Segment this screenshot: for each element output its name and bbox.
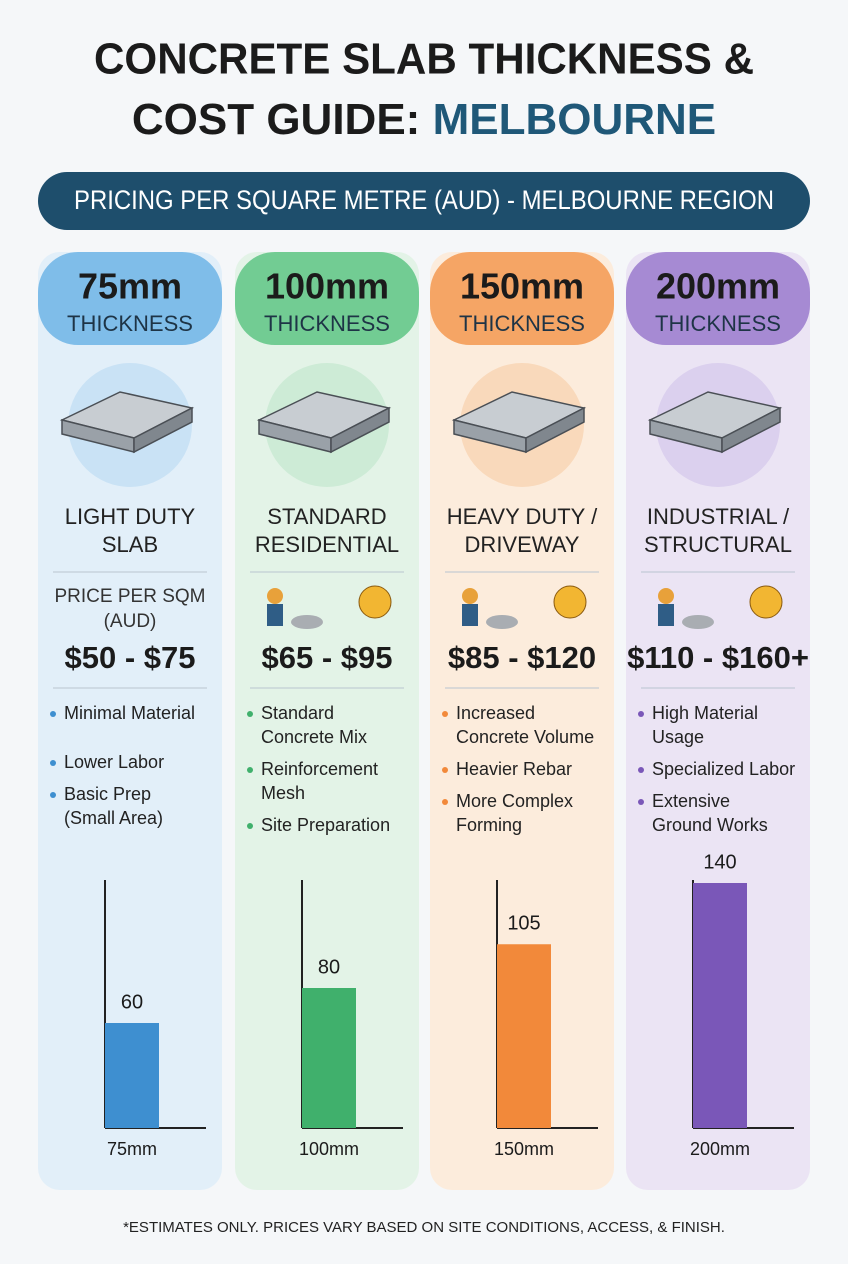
title-line: CONCRETE SLAB THICKNESS & — [94, 35, 754, 84]
worker-icon — [462, 588, 478, 604]
feature: Forming — [456, 815, 522, 835]
bullet — [50, 760, 56, 766]
feature: Site Preparation — [261, 815, 390, 835]
worker-icon — [267, 588, 283, 604]
bar-value: 140 — [703, 851, 736, 873]
slab-type: STRUCTURAL — [644, 532, 792, 557]
slab-icon-side — [133, 406, 193, 454]
feature: Minimal Material — [64, 703, 195, 723]
bullet — [442, 711, 448, 717]
feature: Standard — [261, 703, 334, 723]
mixer-icon — [358, 585, 392, 619]
slab-icon-side — [330, 406, 390, 454]
bar-category: 75mm — [107, 1139, 157, 1159]
bar-category: 200mm — [690, 1139, 750, 1159]
feature: Lower Labor — [64, 752, 164, 772]
bar-category: 150mm — [494, 1139, 554, 1159]
bar — [497, 944, 551, 1128]
feature: Reinforcement — [261, 759, 378, 779]
bullet — [638, 767, 644, 773]
slab-type: STANDARD — [267, 504, 386, 529]
feature: Concrete Volume — [456, 727, 594, 747]
slab-type: DRIVEWAY — [465, 532, 580, 557]
price-label: PRICE PER SQM — [55, 586, 206, 607]
column-header — [235, 252, 419, 345]
slab-type: INDUSTRIAL / — [647, 504, 790, 529]
bullet — [638, 799, 644, 805]
column-bg — [38, 252, 222, 1190]
bullet — [247, 711, 253, 717]
bullet — [638, 711, 644, 717]
feature: Mesh — [261, 783, 305, 803]
column-header — [626, 252, 810, 345]
bar-category: 100mm — [299, 1139, 359, 1159]
slab-type: RESIDENTIAL — [255, 532, 399, 557]
feature: (Small Area) — [64, 808, 163, 828]
feature: Usage — [652, 727, 704, 747]
thickness-label: THICKNESS — [459, 311, 585, 336]
price: $50 - $75 — [65, 640, 196, 675]
worker-icon — [658, 604, 674, 626]
bullet — [50, 711, 56, 717]
worker-icon — [658, 588, 674, 604]
thickness-label: THICKNESS — [264, 311, 390, 336]
worker-icon — [267, 604, 283, 626]
feature: Ground Works — [652, 815, 768, 835]
feature: Concrete Mix — [261, 727, 367, 747]
price-label: (AUD) — [104, 611, 157, 632]
bullet — [50, 792, 56, 798]
feature: Basic Prep — [64, 784, 151, 804]
thickness: 200mm — [656, 266, 780, 307]
bar — [302, 988, 356, 1128]
feature: Specialized Labor — [652, 759, 795, 779]
bullet — [247, 767, 253, 773]
title-part: COST GUIDE: — [132, 95, 420, 144]
feature: Extensive — [652, 791, 730, 811]
gravel-icon — [486, 615, 518, 629]
bar-value: 60 — [121, 991, 143, 1013]
feature: More Complex — [456, 791, 573, 811]
feature: Heavier Rebar — [456, 759, 572, 779]
title-line: COST GUIDE: MELBOURNE — [132, 95, 716, 144]
column-bg — [430, 252, 614, 1190]
bar-value: 105 — [507, 913, 540, 935]
column-bg — [626, 252, 810, 1190]
price: $110 - $160+ — [627, 640, 809, 675]
thickness-label: THICKNESS — [655, 311, 781, 336]
thickness: 75mm — [78, 266, 182, 307]
slab-type: LIGHT DUTY — [65, 504, 196, 529]
banner-bg — [38, 172, 810, 230]
column-header — [430, 252, 614, 345]
slab-icon-side — [525, 406, 585, 454]
column-header — [38, 252, 222, 345]
bar — [105, 1023, 159, 1128]
slab-type: SLAB — [102, 532, 158, 557]
price: $65 - $95 — [262, 640, 393, 675]
worker-icon — [462, 604, 478, 626]
thickness: 100mm — [265, 266, 389, 307]
slab-icon-side — [721, 406, 781, 454]
banner: PRICING PER SQUARE METRE (AUD) - MELBOUR… — [74, 185, 774, 215]
mixer-icon — [553, 585, 587, 619]
price: $85 - $120 — [448, 640, 596, 675]
feature: High Material — [652, 703, 758, 723]
bullet — [442, 799, 448, 805]
column-bg — [235, 252, 419, 1190]
mixer-icon — [749, 585, 783, 619]
bullet — [442, 767, 448, 773]
bar-value: 80 — [318, 956, 340, 978]
thickness-label: THICKNESS — [67, 311, 193, 336]
footnote: *ESTIMATES ONLY. PRICES VARY BASED ON SI… — [123, 1219, 725, 1236]
thickness: 150mm — [460, 266, 584, 307]
gravel-icon — [682, 615, 714, 629]
bullet — [247, 823, 253, 829]
bar — [693, 883, 747, 1128]
slab-type: HEAVY DUTY / — [447, 504, 598, 529]
feature: Increased — [456, 703, 535, 723]
title-highlight: MELBOURNE — [433, 95, 717, 144]
gravel-icon — [291, 615, 323, 629]
